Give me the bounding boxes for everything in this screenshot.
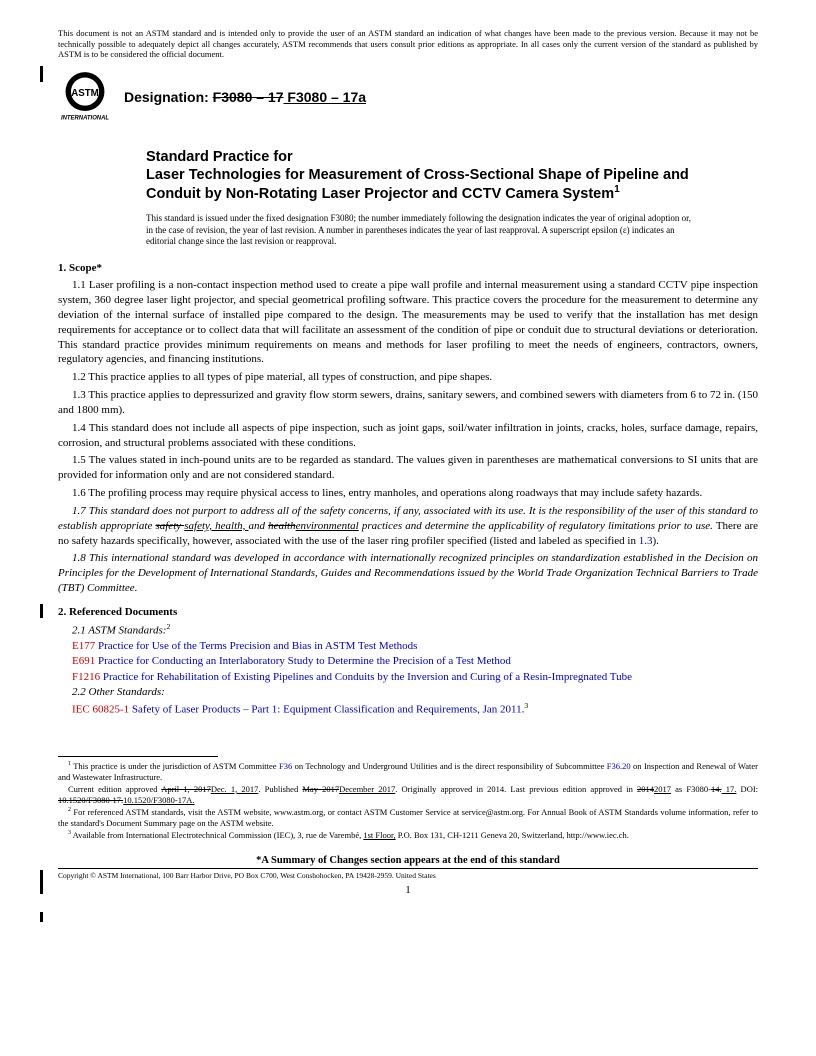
title-superscript: 1 xyxy=(614,184,620,195)
title-main-text: Laser Technologies for Measurement of Cr… xyxy=(146,167,689,202)
fn1h: DOI: xyxy=(736,784,758,794)
designation-label: Designation: xyxy=(124,89,213,105)
ref-e177[interactable]: E177 Practice for Use of the Terms Preci… xyxy=(58,639,758,654)
p1-7-ref[interactable]: 1.3 xyxy=(639,535,653,547)
fn1-old-date: April 1, 2017 xyxy=(161,784,211,794)
p1-7-mid: and xyxy=(248,520,268,532)
e177-title: Practice for Use of the Terms Precision … xyxy=(95,640,417,652)
e177-code: E177 xyxy=(72,640,95,652)
footnote-1: 1 This practice is under the jurisdictio… xyxy=(58,761,758,783)
fn1-old-doi: 10.1520/F3080-17. xyxy=(58,795,123,805)
fn3a: Available from International Electrotech… xyxy=(71,830,363,840)
iec-title: Safety of Laser Products – Part 1: Equip… xyxy=(129,703,521,715)
fn1-new-suffix: 17. xyxy=(722,784,737,794)
ref-2-1-sup: 2 xyxy=(166,622,170,631)
fn1-new-date: Dec. 1, 2017 xyxy=(211,784,259,794)
p1-7-b: practices and determine the applicabilit… xyxy=(359,520,713,532)
para-1-6: 1.6 The profiling process may require ph… xyxy=(58,486,758,501)
e691-code: E691 xyxy=(72,655,95,667)
fn1b: on Technology and Underground Utilities … xyxy=(292,761,607,771)
para-1-5: 1.5 The values stated in inch-pound unit… xyxy=(58,453,758,483)
fn1-f3620[interactable]: F36.20 xyxy=(607,761,631,771)
designation-old: F3080 – 17 xyxy=(213,89,284,105)
title-prefix: Standard Practice for xyxy=(146,148,718,166)
p1-7-ins1: safety, health, xyxy=(184,520,248,532)
change-bar xyxy=(40,912,43,922)
change-bar xyxy=(40,604,43,618)
para-1-1: 1.1 Laser profiling is a non-contact ins… xyxy=(58,278,758,367)
header-row: ASTM INTERNATIONAL Designation: F3080 – … xyxy=(58,70,758,124)
fn1d: Current edition approved xyxy=(68,784,161,794)
ref-f1216[interactable]: F1216 Practice for Rehabilitation of Exi… xyxy=(58,670,758,685)
refdocs-heading: 2. Referenced Documents xyxy=(58,606,758,618)
svg-text:ASTM: ASTM xyxy=(71,88,99,99)
fn3b: P.O. Box 131, CH-1211 Geneva 20, Switzer… xyxy=(396,830,629,840)
svg-text:INTERNATIONAL: INTERNATIONAL xyxy=(61,116,109,122)
p1-7-d: ). xyxy=(652,535,658,547)
fn1-new-doi: 10.1520/F3080-17A. xyxy=(123,795,194,805)
ref-iec[interactable]: IEC 60825-1 Safety of Laser Products – P… xyxy=(58,701,758,718)
page-number: 1 xyxy=(58,884,758,896)
fn1a: This practice is under the jurisdiction … xyxy=(71,761,279,771)
fn1-old-yr: 2014 xyxy=(637,784,654,794)
fn1g: as F3080- xyxy=(671,784,711,794)
change-bar xyxy=(40,66,43,82)
f1216-title: Practice for Rehabilitation of Existing … xyxy=(100,671,632,683)
ref-2-1-text: 2.1 ASTM Standards: xyxy=(72,625,166,637)
astm-logo: ASTM INTERNATIONAL xyxy=(58,70,112,124)
p1-7-strike2: health xyxy=(268,520,296,532)
e691-title: Practice for Conducting an Interlaborato… xyxy=(95,655,511,667)
fn2-text: For referenced ASTM standards, visit the… xyxy=(58,807,758,828)
designation: Designation: F3080 – 17 F3080 – 17a xyxy=(124,89,366,105)
para-1-3: 1.3 This practice applies to depressuriz… xyxy=(58,388,758,418)
iec-code: IEC 60825-1 xyxy=(72,703,129,715)
para-1-8: 1.8 This international standard was deve… xyxy=(58,551,758,596)
fn1e: . Published xyxy=(258,784,302,794)
iec-sup: 3 xyxy=(524,701,528,710)
footnote-3: 3 Available from International Electrote… xyxy=(58,830,758,841)
footnote-1-line2: Current edition approved April 1, 2017De… xyxy=(58,784,758,806)
copyright: Copyright © ASTM International, 100 Barr… xyxy=(58,868,758,880)
fn3-ins: 1st Floor, xyxy=(363,830,395,840)
fn1-new-pub: December 2017 xyxy=(339,784,395,794)
title-block: Standard Practice for Laser Technologies… xyxy=(146,148,718,203)
ref-2-2: 2.2 Other Standards: xyxy=(58,685,758,700)
fn1-old-pub: May 2017 xyxy=(302,784,339,794)
change-bar xyxy=(40,870,43,894)
ref-2-1: 2.1 ASTM Standards:2 xyxy=(58,622,758,639)
fn1-old-suffix: 14. xyxy=(711,784,722,794)
footnotes: 1 This practice is under the jurisdictio… xyxy=(58,761,758,841)
disclaimer-text: This document is not an ASTM standard an… xyxy=(58,28,758,60)
para-1-7: 1.7 This standard does not purport to ad… xyxy=(58,504,758,549)
designation-new: F3080 – 17a xyxy=(284,89,367,105)
para-1-4: 1.4 This standard does not include all a… xyxy=(58,421,758,451)
title-main: Laser Technologies for Measurement of Cr… xyxy=(146,166,718,203)
para-1-2: 1.2 This practice applies to all types o… xyxy=(58,370,758,385)
summary-note: *A Summary of Changes section appears at… xyxy=(58,855,758,866)
page-container: This document is not an ASTM standard an… xyxy=(0,0,816,916)
p1-7-ins2: environmental xyxy=(296,520,359,532)
fn1f: . Originally approved in 2014. Last prev… xyxy=(395,784,637,794)
f1216-code: F1216 xyxy=(72,671,100,683)
fn1-new-yr: 2017 xyxy=(654,784,671,794)
footnote-2: 2 For referenced ASTM standards, visit t… xyxy=(58,807,758,829)
p1-7-strike: safety xyxy=(155,520,184,532)
fn1-f36[interactable]: F36 xyxy=(279,761,292,771)
issuance-note: This standard is issued under the fixed … xyxy=(146,213,698,248)
scope-heading: 1. Scope* xyxy=(58,262,758,274)
ref-e691[interactable]: E691 Practice for Conducting an Interlab… xyxy=(58,654,758,669)
